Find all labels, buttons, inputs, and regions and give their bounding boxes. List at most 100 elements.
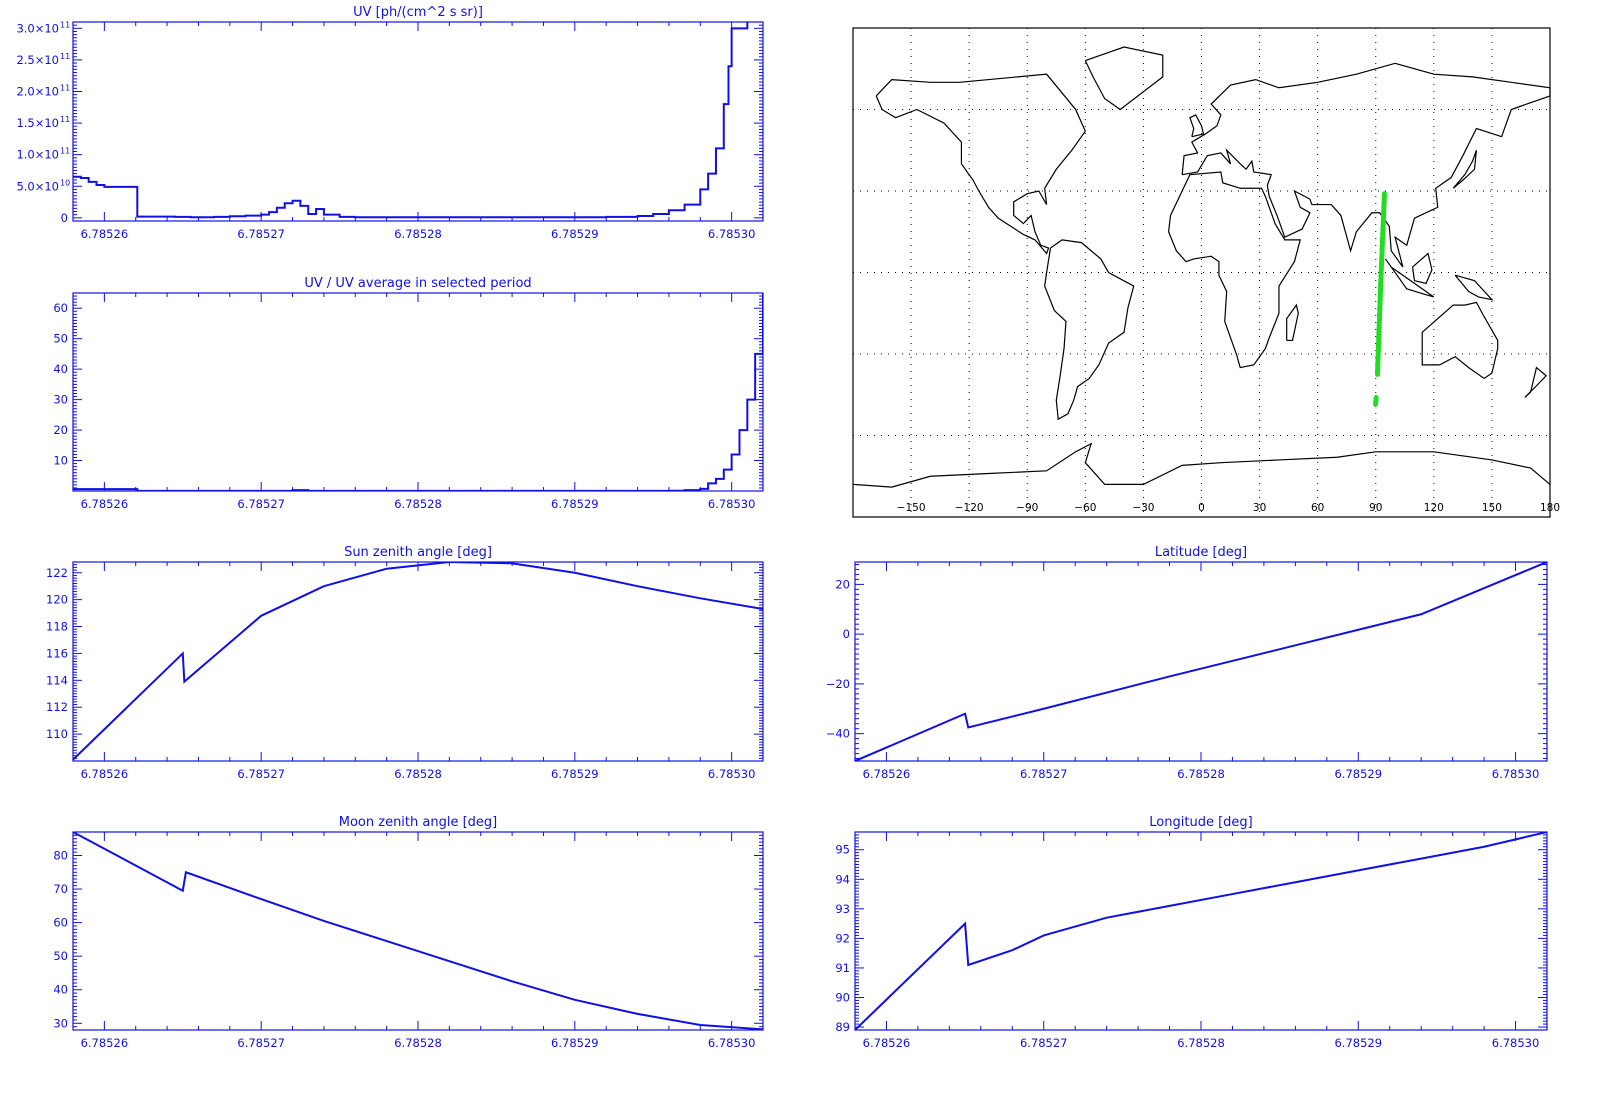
chart-sunzen: Sun zenith angle [deg] 6.78526 6.78527 6.78… <box>46 545 764 781</box>
x-tick-label: 6.78527 <box>237 767 285 781</box>
y-tick-label: 118 <box>46 620 68 634</box>
x-tick-label: 6.78526 <box>863 1036 911 1050</box>
series-line-0 <box>73 22 749 219</box>
map-lon-label: −30 <box>1132 502 1154 514</box>
map-lon-label: 120 <box>1424 502 1444 514</box>
map-lon-label: 90 <box>1369 502 1382 514</box>
y-tick-label: 110 <box>46 727 68 741</box>
x-tick-label: 6.78530 <box>1492 1036 1540 1050</box>
new-zealand-outline <box>1524 366 1548 398</box>
indonesia-outline <box>1384 258 1435 298</box>
plot-frame <box>72 561 764 762</box>
antarctica-outline <box>852 442 1551 488</box>
y-tick-label: 112 <box>46 700 68 714</box>
south-america-outline <box>1044 239 1135 421</box>
map-lon-label: 30 <box>1253 502 1266 514</box>
y-tick-label: 30 <box>53 1016 68 1030</box>
series-line-0 <box>855 562 1547 761</box>
series-line-0 <box>73 293 763 491</box>
chart-uvratio: UV / UV average in selected period 6.7852… <box>53 276 764 511</box>
x-tick-label: 6.78530 <box>1492 767 1540 781</box>
y-tick-label: 89 <box>835 1020 850 1034</box>
australia-outline <box>1421 301 1499 380</box>
chart-lat: Latitude [deg] 6.78526 6.78527 6.78528 6.785… <box>826 545 1548 781</box>
map-lon-label: 180 <box>1540 502 1560 514</box>
x-tick-label: 6.78526 <box>81 1036 129 1050</box>
x-tick-label: 6.78527 <box>237 1036 285 1050</box>
y-tick-label: 0 <box>61 211 68 225</box>
series-line-0 <box>73 832 763 1030</box>
y-tick-label: 2.0×10 <box>16 84 59 98</box>
x-tick-label: 6.78526 <box>81 497 129 511</box>
map-lon-label: 60 <box>1311 502 1324 514</box>
y-tick-exponent: 10 <box>60 178 70 187</box>
x-tick-label: 6.78529 <box>551 767 599 781</box>
y-tick-label: 120 <box>46 593 68 607</box>
y-tick-label: 93 <box>835 902 850 916</box>
x-tick-label: 6.78527 <box>237 227 285 241</box>
x-tick-label: 6.78528 <box>1177 767 1225 781</box>
y-tick-label: 2.5×10 <box>16 53 59 67</box>
uk-outline <box>1189 114 1205 138</box>
x-tick-label: 6.78526 <box>863 767 911 781</box>
y-tick-exponent: 11 <box>60 115 70 124</box>
y-tick-label: 40 <box>53 362 68 376</box>
north-america-outline <box>875 73 1087 255</box>
y-tick-label: −40 <box>826 727 850 741</box>
map-lon-label: −150 <box>897 502 926 514</box>
y-tick-label: 90 <box>835 990 850 1004</box>
chart-lon: Longitude [deg] 6.78526 6.78527 6.78528 6.78… <box>835 815 1548 1050</box>
plot-frame <box>72 831 764 1031</box>
y-tick-exponent: 11 <box>60 52 70 61</box>
x-tick-label: 6.78527 <box>1020 767 1068 781</box>
series-line-0 <box>73 562 763 761</box>
x-tick-label: 6.78526 <box>81 227 129 241</box>
y-tick-label: 91 <box>835 961 850 975</box>
map-lon-label: −60 <box>1074 502 1096 514</box>
x-tick-label: 6.78526 <box>81 767 129 781</box>
x-tick-label: 6.78529 <box>551 1036 599 1050</box>
y-tick-label: 80 <box>53 848 68 862</box>
x-tick-label: 6.78527 <box>1020 1036 1068 1050</box>
satellite-track-0 <box>1374 191 1387 377</box>
y-tick-label: 1.0×10 <box>16 148 59 162</box>
new-guinea-outline <box>1454 274 1494 301</box>
x-tick-label: 6.78528 <box>394 1036 442 1050</box>
x-tick-label: 6.78530 <box>708 1036 756 1050</box>
y-tick-label: 50 <box>53 949 68 963</box>
y-tick-label: 20 <box>835 577 850 591</box>
y-tick-label: 116 <box>46 646 68 660</box>
y-tick-label: −20 <box>826 677 850 691</box>
y-tick-label: 70 <box>53 882 68 896</box>
y-tick-label: 60 <box>53 916 68 930</box>
x-tick-label: 6.78527 <box>237 497 285 511</box>
y-tick-exponent: 11 <box>60 20 70 29</box>
y-tick-label: 30 <box>53 393 68 407</box>
y-tick-label: 50 <box>53 332 68 346</box>
plot-frame <box>854 561 1548 762</box>
y-tick-label: 5.0×10 <box>16 179 59 193</box>
x-tick-label: 6.78529 <box>551 227 599 241</box>
y-tick-label: 10 <box>53 454 68 468</box>
map-lon-label: −90 <box>1016 502 1038 514</box>
plot-frame <box>72 292 764 492</box>
chart-title: UV [ph/(cm^2 s sr)] <box>353 5 483 20</box>
borneo-outline <box>1411 252 1433 285</box>
x-tick-label: 6.78530 <box>708 767 756 781</box>
map-frame <box>852 27 1551 518</box>
y-tick-label: 60 <box>53 301 68 315</box>
x-tick-label: 6.78528 <box>1177 1036 1225 1050</box>
x-tick-label: 6.78529 <box>1334 1036 1382 1050</box>
x-tick-label: 6.78528 <box>394 497 442 511</box>
madagascar-outline <box>1286 303 1299 342</box>
plot-frame <box>72 21 764 222</box>
y-tick-label: 1.5×10 <box>16 116 59 130</box>
y-tick-label: 114 <box>46 673 68 687</box>
y-tick-label: 20 <box>53 423 68 437</box>
y-tick-exponent: 11 <box>60 147 70 156</box>
map-lon-label: −120 <box>955 502 984 514</box>
greenland-outline <box>1084 46 1164 111</box>
y-tick-label: 122 <box>46 566 68 580</box>
chart-title: Sun zenith angle [deg] <box>344 545 492 560</box>
